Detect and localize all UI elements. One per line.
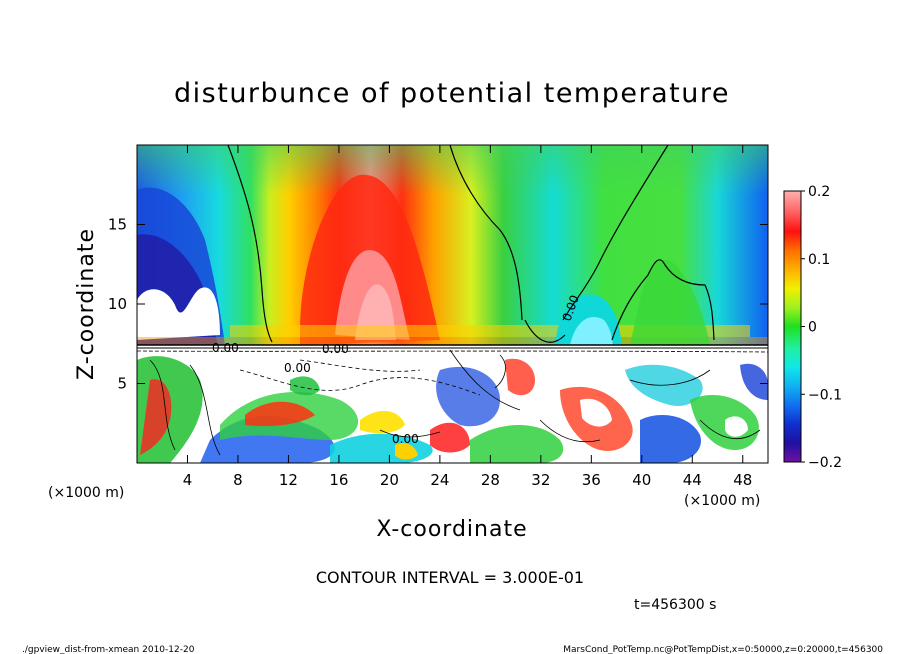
contour-interval: CONTOUR INTERVAL = 3.000E-01 <box>316 568 584 587</box>
x-tick-label: 32 <box>531 471 550 489</box>
heatmap-field <box>137 145 768 463</box>
contour-label: 0.00 <box>322 342 349 356</box>
contour-label: 0.00 <box>284 361 311 375</box>
z-unit-label: (×1000 m) <box>684 493 760 509</box>
colorbar-tick-label: −0.2 <box>808 455 842 471</box>
x-tick-label: 20 <box>380 471 399 489</box>
x-tick-label: 40 <box>632 471 651 489</box>
x-axis: 4 8 12 16 20 24 28 32 36 40 44 48 <box>183 145 752 489</box>
chart-title: disturbunce of potential temperature <box>174 78 730 109</box>
x-tick-label: 44 <box>683 471 702 489</box>
contour-label: 0.00 <box>392 432 419 446</box>
y-tick-label: 15 <box>108 216 127 234</box>
x-unit-label: (×1000 m) <box>48 485 124 501</box>
colorbar <box>783 190 802 463</box>
y-axis: 5 10 15 <box>108 216 768 393</box>
x-tick-label: 4 <box>183 471 193 489</box>
footer-left: ./gpview_dist-from-xmean 2010-12-20 <box>22 645 195 654</box>
x-tick-label: 12 <box>279 471 298 489</box>
x-tick-label: 48 <box>733 471 752 489</box>
x-tick-label: 8 <box>233 471 243 489</box>
y-axis-label: Z-coordinate <box>74 228 99 380</box>
contour-lines <box>137 145 768 353</box>
colorbar-tick-label: 0 <box>808 320 817 336</box>
colorbar-tick-label: −0.1 <box>808 387 842 403</box>
colorbar-ticks: 0.2 0.1 0 −0.1 −0.2 <box>801 184 842 471</box>
y-tick-label: 5 <box>117 375 127 393</box>
contour-labels: 0.00 0.00 0.00 0.00 0.00 <box>212 293 582 446</box>
footer-right: MarsCond_PotTemp.nc@PotTempDist,x=0:5000… <box>563 645 883 654</box>
y-tick-label: 10 <box>108 295 127 313</box>
colorbar-tick-label: 0.1 <box>808 252 830 268</box>
x-tick-label: 36 <box>582 471 601 489</box>
lower-contours <box>149 349 761 456</box>
x-tick-label: 28 <box>481 471 500 489</box>
x-tick-label: 16 <box>329 471 348 489</box>
contour-label: 0.00 <box>212 341 239 355</box>
x-axis-label: X-coordinate <box>376 517 527 542</box>
x-tick-label: 24 <box>430 471 449 489</box>
time-label: t=456300 s <box>634 597 716 613</box>
colorbar-tick-label: 0.2 <box>808 184 830 200</box>
